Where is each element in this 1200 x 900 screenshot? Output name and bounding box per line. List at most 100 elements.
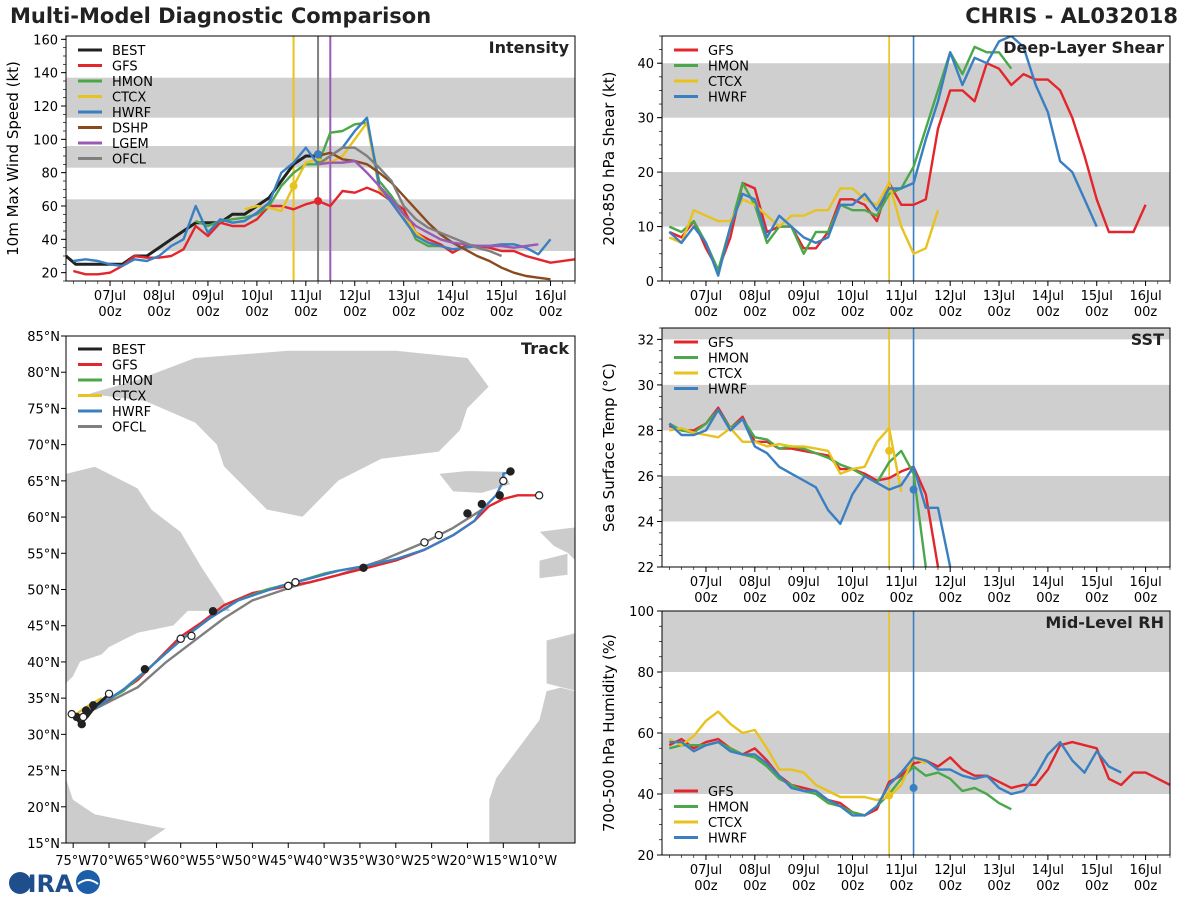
track-legend-label: HMON <box>112 374 153 389</box>
lat-tick-label: 60°N <box>27 511 60 526</box>
shear-xtick-day: 07Jul <box>690 289 722 304</box>
cira-logo: CIRA <box>9 870 100 898</box>
sst-xtick-day: 10Jul <box>836 575 868 590</box>
lon-tick-label: 50°W <box>234 854 270 869</box>
sst-legend-label: HWRF <box>708 383 747 398</box>
land-mass <box>545 632 575 692</box>
sst-series-group <box>668 406 952 567</box>
intensity-ytick-label: 40 <box>41 233 58 248</box>
track-point-ofcl <box>67 709 76 719</box>
lon-tick-label: 60°W <box>163 854 199 869</box>
rh-xtick-hour: 00z <box>841 879 865 894</box>
sst-xtick-hour: 00z <box>987 591 1011 606</box>
intensity-xtick-day: 10Jul <box>241 289 273 304</box>
track-point-ofcl <box>176 634 185 643</box>
intensity-ytick-label: 80 <box>41 167 58 182</box>
track-point-best <box>77 720 86 729</box>
track-hwrf <box>79 471 511 720</box>
intensity-ytick-label: 20 <box>41 267 58 282</box>
land-mass <box>87 350 490 518</box>
intensity-ytick-label: 160 <box>33 33 58 48</box>
lat-tick-label: 35°N <box>27 692 60 707</box>
intensity-xtick-day: 12Jul <box>339 289 371 304</box>
shear-band <box>662 63 1170 118</box>
intensity-ytick-label: 120 <box>33 100 58 115</box>
shear-xtick-hour: 00z <box>1036 305 1060 320</box>
land-mass <box>66 727 168 843</box>
intensity-xtick-day: 13Jul <box>388 289 420 304</box>
intensity-xtick-day: 07Jul <box>94 289 126 304</box>
rh-xtick-hour: 00z <box>987 879 1011 894</box>
intensity-xtick-hour: 00z <box>98 305 122 320</box>
sst-ytick-label: 30 <box>637 379 654 394</box>
intensity-xtick-hour: 00z <box>294 305 318 320</box>
rh-legend-label: CTCX <box>708 816 742 831</box>
rh-xtick-day: 08Jul <box>739 863 771 878</box>
intensity-legend-label: OFCL <box>112 153 147 168</box>
rh-xtick-day: 16Jul <box>1129 863 1161 878</box>
rh-xtick-hour: 00z <box>939 879 963 894</box>
track-panel-title: Track <box>521 339 569 358</box>
shear-xtick-hour: 00z <box>694 305 718 320</box>
lat-tick-label: 40°N <box>27 656 60 671</box>
rh-xtick-hour: 00z <box>1085 879 1109 894</box>
rh-series-ctcx <box>668 710 927 802</box>
intensity-xtick-hour: 00z <box>490 305 514 320</box>
land-mass <box>488 683 575 843</box>
lon-tick-label: 35°W <box>342 854 378 869</box>
track-ofcl <box>79 508 483 718</box>
shear-xtick-hour: 00z <box>792 305 816 320</box>
intensity-marker-ctcx <box>289 182 298 190</box>
rh-legend-label: HWRF <box>708 832 747 847</box>
sst-marker-hwrf <box>909 485 918 494</box>
track-point-ofcl <box>104 689 114 698</box>
sst-xtick-hour: 00z <box>1036 591 1060 606</box>
lat-tick-label: 15°N <box>27 837 60 852</box>
shear-xtick-hour: 00z <box>1085 305 1109 320</box>
shear-xtick-day: 13Jul <box>983 289 1015 304</box>
intensity-xtick-hour: 00z <box>343 305 367 320</box>
rh-ylabel: 700-500 hPa Humidity (%) <box>600 634 618 832</box>
intensity-marker-hwrf <box>314 150 323 159</box>
storm-id: CHRIS - AL032018 <box>965 4 1178 28</box>
lon-tick-label: 45°W <box>270 854 306 869</box>
track-point-best <box>89 701 98 710</box>
track-legend-label: OFCL <box>112 421 147 436</box>
lat-tick-label: 55°N <box>27 547 60 562</box>
track-point-ctcx <box>81 706 91 715</box>
track-point-ofcl <box>434 530 443 540</box>
shear-xtick-day: 16Jul <box>1129 289 1161 304</box>
intensity-series-hwrf <box>73 116 552 268</box>
intensity-legend-label: BEST <box>112 44 145 59</box>
track-point-best <box>359 563 368 572</box>
sst-series-hwrf <box>668 408 952 567</box>
rh-xtick-hour: 00z <box>792 879 816 894</box>
intensity-ytick-label: 60 <box>41 200 58 215</box>
shear-xtick-day: 15Jul <box>1081 289 1113 304</box>
intensity-xtick-day: 09Jul <box>192 289 224 304</box>
rh-xtick-day: 15Jul <box>1081 863 1113 878</box>
shear-legend-label: HMON <box>708 60 749 75</box>
land-mass <box>538 552 569 579</box>
intensity-legend-label: CTCX <box>112 91 146 106</box>
sst-legend-label: HMON <box>708 352 749 367</box>
track-point-gfs <box>534 491 544 500</box>
shear-xtick-day: 14Jul <box>1032 289 1064 304</box>
globe-icon <box>9 872 31 894</box>
shear-xtick-hour: 00z <box>890 305 914 320</box>
shear-ytick-label: 30 <box>637 112 654 127</box>
intensity-series-lgem <box>317 159 539 249</box>
track-point-ofcl <box>187 631 196 641</box>
seal-icon <box>76 870 100 894</box>
track-legend-label: CTCX <box>112 390 146 405</box>
logo-text: CIRA <box>10 870 74 898</box>
intensity-legend-label: LGEM <box>112 137 149 152</box>
sst-xtick-day: 15Jul <box>1081 575 1113 590</box>
intensity-legend-label: HWRF <box>112 106 151 121</box>
rh-xtick-day: 11Jul <box>885 863 917 878</box>
rh-ytick-label: 40 <box>637 788 654 803</box>
shear-xtick-day: 11Jul <box>885 289 917 304</box>
sst-xtick-hour: 00z <box>1085 591 1109 606</box>
